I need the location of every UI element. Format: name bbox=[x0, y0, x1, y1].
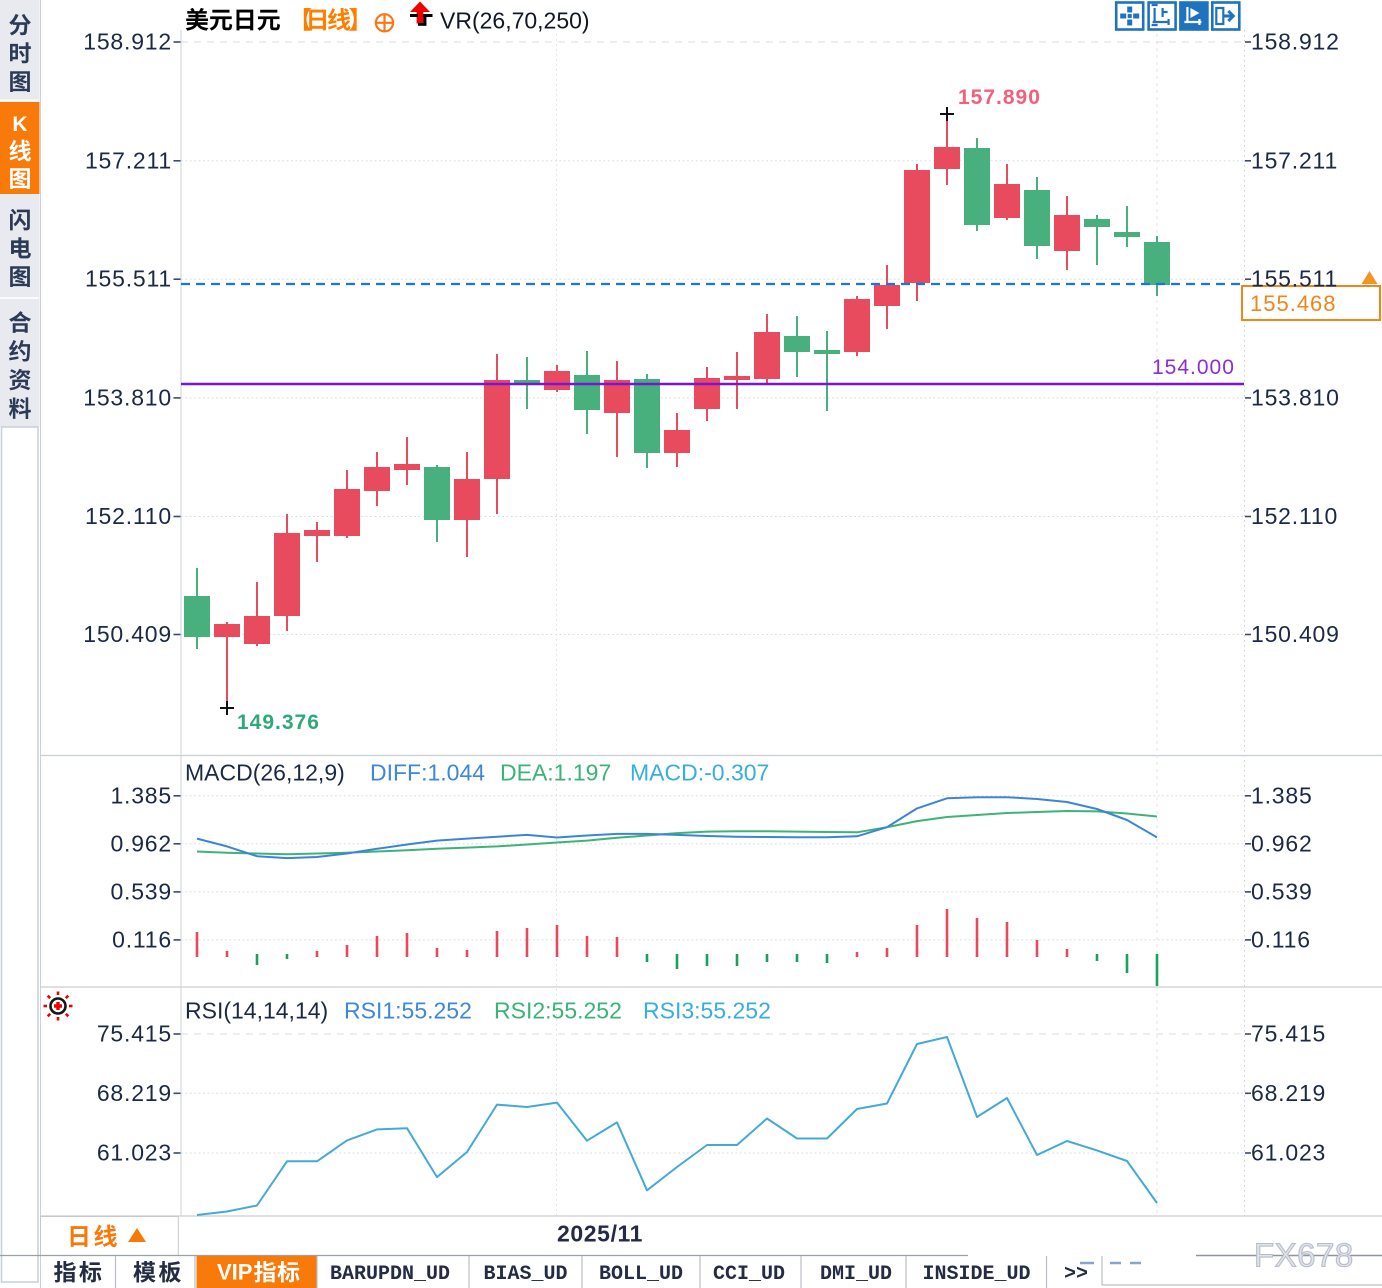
svg-text:61.023: 61.023 bbox=[1251, 1140, 1326, 1166]
svg-text:0.116: 0.116 bbox=[1251, 926, 1311, 952]
svg-text:RSI3:55.252: RSI3:55.252 bbox=[643, 998, 771, 1024]
svg-text:158.912: 158.912 bbox=[83, 29, 172, 55]
svg-text:DEA:1.197: DEA:1.197 bbox=[500, 760, 611, 786]
svg-text:RSI2:55.252: RSI2:55.252 bbox=[494, 998, 622, 1024]
svg-text:154.000: 154.000 bbox=[1152, 356, 1235, 379]
svg-text:153.810: 153.810 bbox=[1251, 384, 1340, 410]
svg-text:CCI_UD: CCI_UD bbox=[713, 1263, 785, 1286]
svg-text:155.511: 155.511 bbox=[85, 266, 172, 292]
svg-text:61.023: 61.023 bbox=[97, 1140, 172, 1166]
svg-text:155.511: 155.511 bbox=[1251, 266, 1338, 292]
svg-text:2025/11: 2025/11 bbox=[557, 1221, 643, 1247]
svg-text:VIP: VIP bbox=[217, 1260, 252, 1285]
svg-text:157.211: 157.211 bbox=[85, 147, 172, 173]
svg-text:152.110: 152.110 bbox=[85, 503, 172, 529]
svg-text:149.376: 149.376 bbox=[237, 711, 320, 734]
svg-text:0.116: 0.116 bbox=[112, 926, 172, 952]
svg-text:K: K bbox=[12, 113, 27, 136]
svg-text:0.962: 0.962 bbox=[110, 830, 172, 856]
svg-text:75.415: 75.415 bbox=[97, 1021, 172, 1047]
svg-text:FX678: FX678 bbox=[1254, 1237, 1354, 1274]
svg-text:DMI_UD: DMI_UD bbox=[820, 1263, 892, 1286]
svg-text:158.912: 158.912 bbox=[1251, 29, 1340, 55]
svg-text:>>: >> bbox=[1064, 1263, 1088, 1286]
svg-text:DIFF:1.044: DIFF:1.044 bbox=[370, 760, 485, 786]
svg-text:1.385: 1.385 bbox=[1251, 782, 1313, 808]
svg-text:152.110: 152.110 bbox=[1251, 503, 1338, 529]
svg-text:157.211: 157.211 bbox=[1251, 147, 1338, 173]
svg-text:68.219: 68.219 bbox=[1251, 1080, 1326, 1106]
svg-text:BOLL_UD: BOLL_UD bbox=[599, 1263, 683, 1286]
svg-text:MACD:-0.307: MACD:-0.307 bbox=[630, 760, 769, 786]
svg-text:0.539: 0.539 bbox=[1251, 878, 1313, 904]
svg-text:INSIDE_UD: INSIDE_UD bbox=[922, 1263, 1030, 1286]
svg-text:RSI1:55.252: RSI1:55.252 bbox=[344, 998, 472, 1024]
svg-text:MACD(26,12,9): MACD(26,12,9) bbox=[185, 760, 345, 786]
svg-text:VR(26,70,250): VR(26,70,250) bbox=[440, 8, 590, 34]
svg-text:153.810: 153.810 bbox=[83, 384, 172, 410]
svg-text:BIAS_UD: BIAS_UD bbox=[483, 1263, 567, 1286]
svg-text:75.415: 75.415 bbox=[1251, 1021, 1326, 1047]
svg-text:BARUPDN_UD: BARUPDN_UD bbox=[330, 1263, 450, 1286]
svg-text:RSI(14,14,14): RSI(14,14,14) bbox=[185, 998, 328, 1024]
svg-text:150.409: 150.409 bbox=[83, 621, 172, 647]
svg-text:150.409: 150.409 bbox=[1251, 621, 1340, 647]
svg-text:0.539: 0.539 bbox=[110, 878, 172, 904]
svg-text:157.890: 157.890 bbox=[958, 86, 1041, 109]
svg-text:68.219: 68.219 bbox=[97, 1080, 172, 1106]
svg-text:0.962: 0.962 bbox=[1251, 830, 1313, 856]
svg-text:155.468: 155.468 bbox=[1250, 291, 1337, 316]
svg-text:1.385: 1.385 bbox=[110, 782, 172, 808]
